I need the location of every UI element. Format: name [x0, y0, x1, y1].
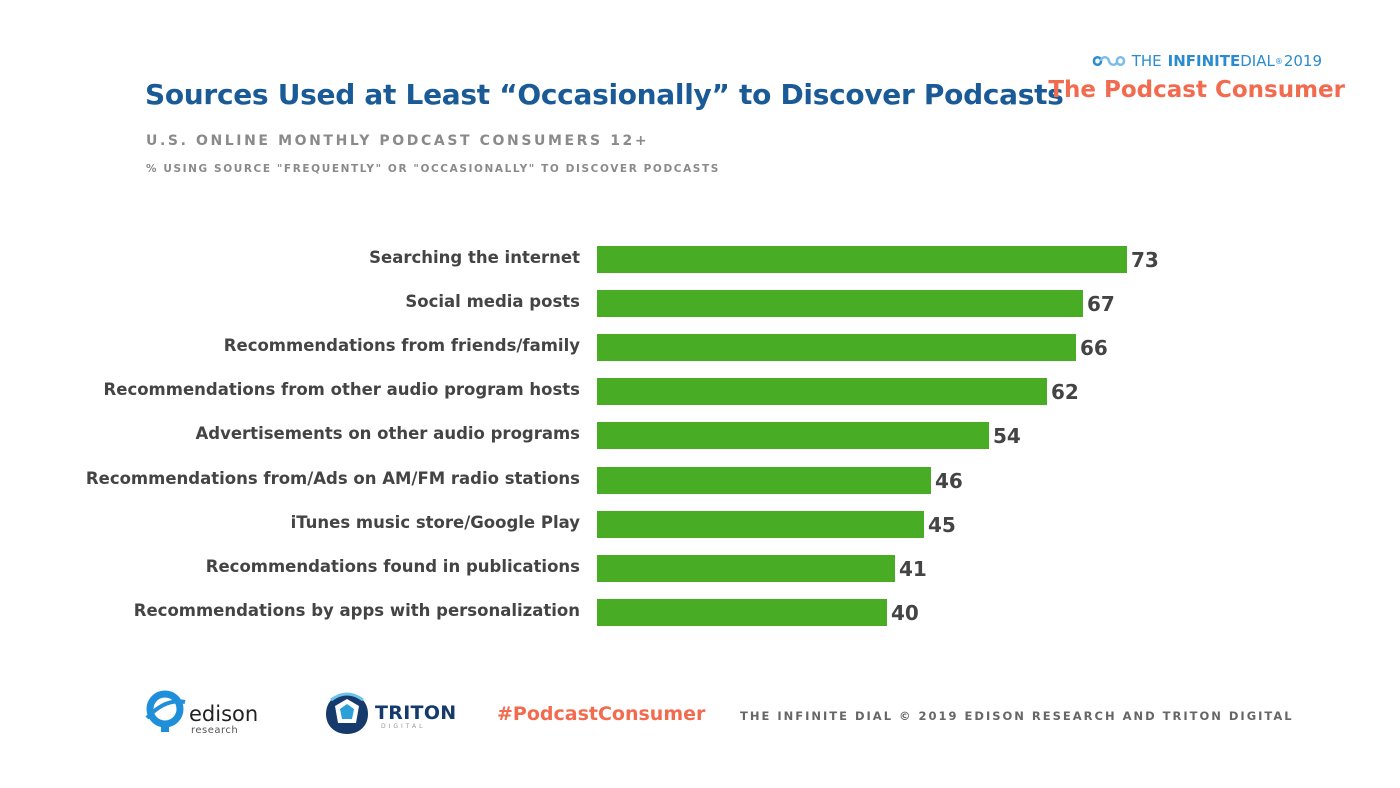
category-label: Searching the internet: [369, 248, 580, 267]
value-label: 67: [1087, 292, 1115, 316]
value-label: 54: [993, 424, 1021, 448]
category-label: Social media posts: [405, 292, 580, 311]
category-label: iTunes music store/Google Play: [290, 513, 580, 532]
bar: [597, 246, 1127, 273]
bar: [597, 599, 887, 626]
value-label: 41: [899, 557, 927, 581]
chart-note: % USING SOURCE "FREQUENTLY" OR "OCCASION…: [146, 163, 720, 175]
value-label: 66: [1080, 336, 1108, 360]
bar: [597, 290, 1083, 317]
category-label: Recommendations from other audio program…: [103, 380, 580, 399]
bar: [597, 555, 895, 582]
brand-prefix: THE: [1131, 52, 1162, 70]
chart-subtitle: U.S. ONLINE MONTHLY PODCAST CONSUMERS 12…: [146, 133, 650, 149]
value-label: 45: [928, 513, 956, 537]
edison-sub: research: [191, 725, 239, 736]
infinity-icon: [1092, 56, 1125, 66]
category-label: Recommendations found in publications: [205, 557, 580, 576]
value-label: 62: [1051, 380, 1079, 404]
value-label: 73: [1131, 248, 1159, 272]
triton-logo: TRITON DIGITAL: [323, 690, 456, 736]
category-label: Advertisements on other audio programs: [195, 424, 580, 443]
hashtag: #PodcastConsumer: [497, 703, 706, 725]
value-label: 46: [935, 469, 963, 493]
bar: [597, 511, 924, 538]
edison-logo: edison research: [145, 688, 259, 736]
bar: [597, 334, 1076, 361]
brand-year: 2019: [1283, 52, 1322, 70]
brand-reg: ®: [1274, 56, 1283, 66]
infinite-dial-brand: THE INFINITE DIAL ® 2019: [1092, 52, 1322, 70]
chart-title: Sources Used at Least “Occasionally” to …: [145, 78, 1064, 111]
edison-globe-icon: [145, 690, 186, 732]
edison-wordmark: edison: [189, 702, 259, 726]
triton-mark-icon: [326, 692, 368, 734]
value-label: 40: [891, 601, 919, 625]
category-label: Recommendations by apps with personaliza…: [133, 601, 580, 620]
category-label: Recommendations from/Ads on AM/FM radio …: [85, 469, 580, 488]
triton-wordmark: TRITON: [375, 702, 457, 724]
brand-name: INFINITE: [1167, 52, 1241, 70]
brand-subtitle: The Podcast Consumer: [1048, 77, 1345, 103]
bar: [597, 422, 989, 449]
footer-credit: THE INFINITE DIAL © 2019 EDISON RESEARCH…: [740, 709, 1294, 723]
triton-sub: DIGITAL: [381, 723, 426, 730]
brand-name-rest: DIAL: [1240, 52, 1275, 70]
bar: [597, 378, 1047, 405]
category-label: Recommendations from friends/family: [223, 336, 580, 355]
bar: [597, 467, 931, 494]
